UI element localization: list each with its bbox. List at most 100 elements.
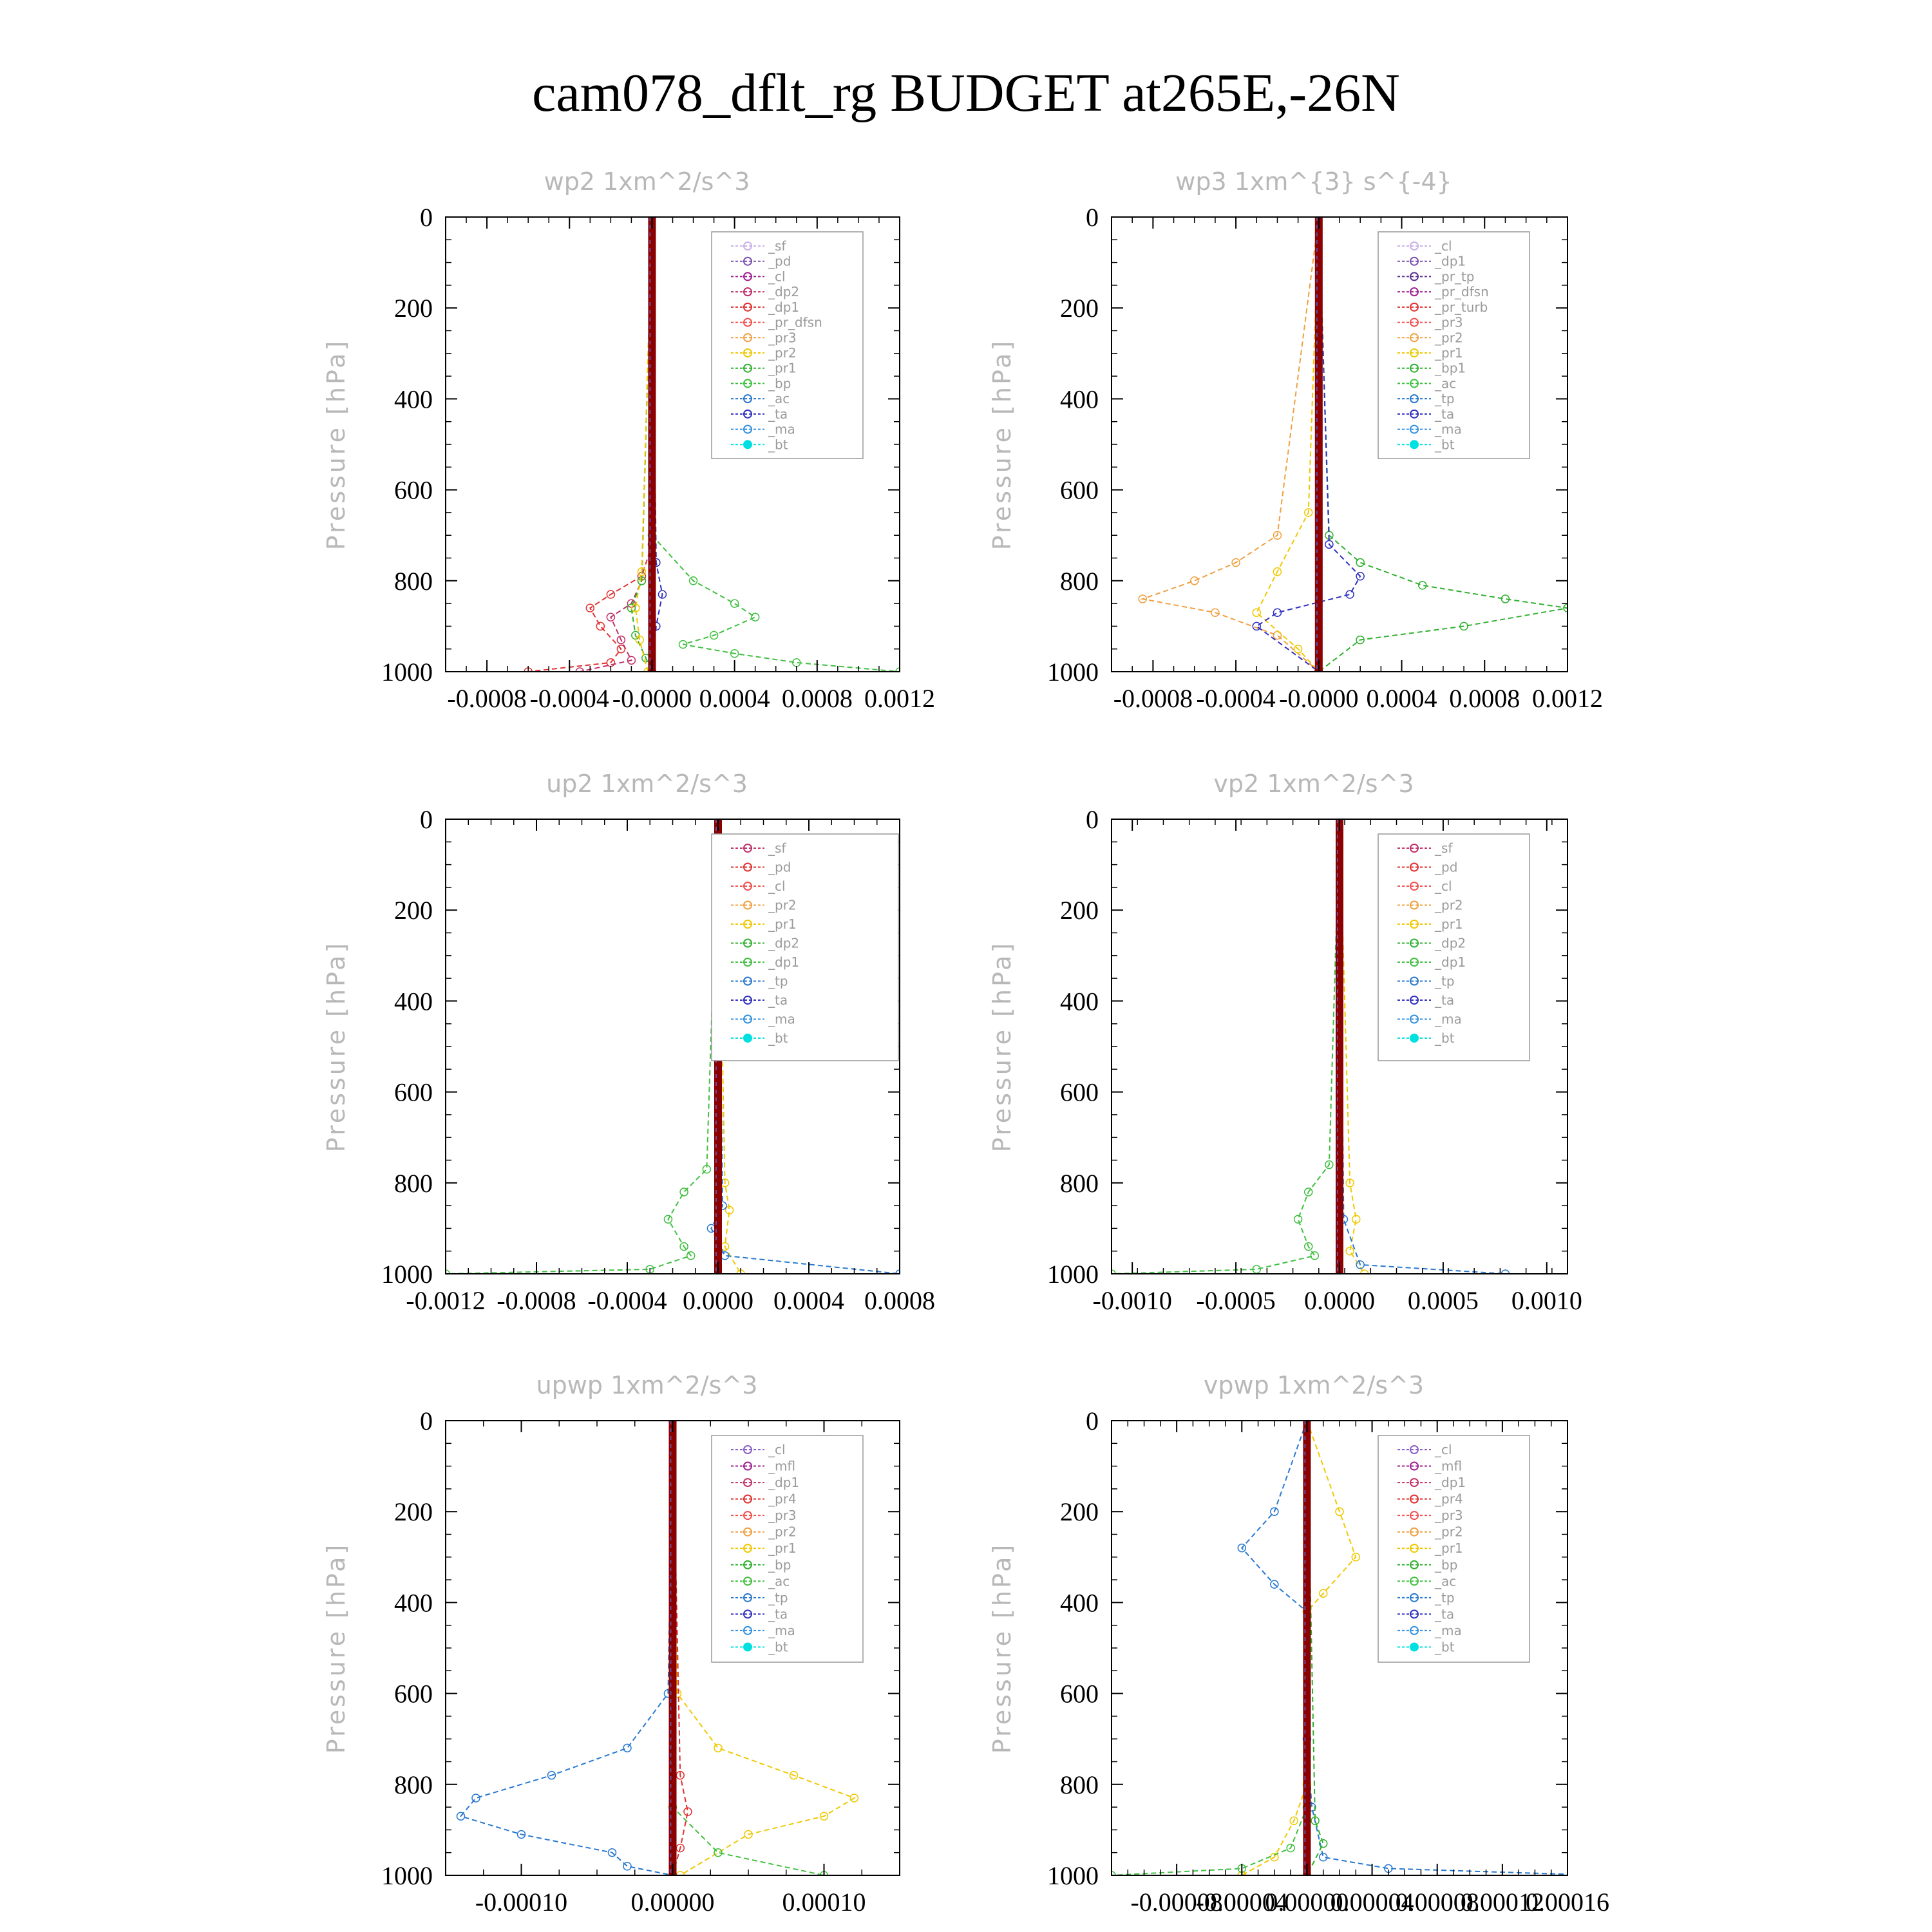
legend-marker bbox=[1410, 1494, 1419, 1504]
series-marker_ta bbox=[658, 590, 667, 599]
legend-marker bbox=[1410, 287, 1419, 297]
legend-label: _sf bbox=[1434, 840, 1453, 856]
series-marker_pr4 bbox=[683, 1807, 692, 1816]
series-marker_tp bbox=[1237, 1543, 1247, 1553]
series-marker_ac bbox=[1286, 1843, 1295, 1853]
legend-label: _bp bbox=[768, 1557, 791, 1573]
x-tick-label: 0.00004 bbox=[1331, 1888, 1414, 1917]
legend-label: _ac bbox=[768, 1573, 790, 1589]
series-marker_pr1 bbox=[1252, 608, 1262, 617]
legend-label: _dp1 bbox=[1434, 254, 1466, 269]
legend-label: _pr1 bbox=[768, 1540, 797, 1556]
series-marker_ac bbox=[709, 630, 719, 640]
series-line_bp bbox=[1306, 1421, 1324, 1875]
legend-marker bbox=[1410, 996, 1419, 1005]
series-marker_pr2 bbox=[635, 635, 644, 645]
y-tick-label: 400 bbox=[1060, 384, 1099, 413]
x-tick-label: 0.00010 bbox=[782, 1888, 866, 1917]
legend-marker bbox=[743, 1494, 752, 1504]
legend-label: _bt bbox=[768, 1639, 788, 1654]
y-axis-label: Pressure [hPa] bbox=[322, 339, 350, 551]
x-tick-label: -0.00010 bbox=[475, 1888, 567, 1917]
series-marker_pr1 bbox=[1303, 508, 1313, 517]
legend-marker bbox=[1410, 1478, 1419, 1488]
y-tick-label: 0 bbox=[1086, 805, 1099, 834]
legend-label: _pr1 bbox=[768, 916, 797, 932]
y-tick-label: 1000 bbox=[381, 1861, 433, 1890]
y-tick-label: 800 bbox=[394, 567, 433, 596]
legend-label: _pd bbox=[1434, 860, 1457, 875]
y-tick-label: 800 bbox=[1060, 567, 1099, 596]
x-tick-label: 0.00012 bbox=[1461, 1888, 1544, 1917]
legend-marker bbox=[1410, 882, 1419, 891]
legend-label: _pr2 bbox=[768, 1524, 797, 1540]
legend-marker bbox=[743, 333, 752, 343]
legend-marker bbox=[1410, 363, 1419, 373]
y-tick-label: 600 bbox=[1060, 476, 1099, 505]
legend-marker bbox=[743, 1642, 752, 1652]
y-tick-label: 1000 bbox=[1047, 1861, 1099, 1890]
legend-marker bbox=[1410, 900, 1419, 910]
panel-2: wp3 1xm^{3} s^{-4} Pressure [hPa] 0 200 400 6… bbox=[988, 167, 1603, 713]
series-marker_pr2 bbox=[1231, 558, 1240, 567]
series-marker_dp1 bbox=[1252, 1265, 1262, 1274]
y-axis-label: Pressure [hPa] bbox=[988, 1542, 1016, 1754]
y-tick-label: 400 bbox=[394, 384, 433, 413]
x-tick-label: -0.0008 bbox=[1113, 684, 1193, 713]
legend-label: _sf bbox=[768, 840, 786, 856]
series-marker_ac bbox=[730, 649, 739, 658]
legend-label: _ta bbox=[1434, 406, 1454, 422]
x-tick-label: 0.0008 bbox=[1449, 684, 1520, 713]
y-axis-label: Pressure [hPa] bbox=[988, 339, 1016, 551]
series-marker_dp2 bbox=[616, 635, 626, 645]
y-tick-label: 200 bbox=[1060, 896, 1099, 925]
legend-marker bbox=[743, 844, 752, 853]
legend-label: _cl bbox=[1434, 878, 1452, 894]
legend-label: _pr2 bbox=[768, 345, 797, 361]
legend-marker bbox=[1410, 317, 1419, 327]
legend-label: _pr2 bbox=[1434, 330, 1463, 345]
legend-label: _pr_dfsn bbox=[768, 315, 822, 330]
y-tick-label: 0 bbox=[420, 203, 433, 232]
series-marker_pr1 bbox=[1351, 1553, 1361, 1562]
series-marker_pr1 bbox=[744, 1830, 753, 1839]
series-marker_tp bbox=[547, 1770, 556, 1780]
legend-label: _cl bbox=[768, 1442, 786, 1457]
panel-4: vp2 1xm^2/s^3 Pressure [hPa] 0 200 400 600 800… bbox=[988, 770, 1582, 1315]
y-tick-label: 0 bbox=[1086, 203, 1099, 232]
x-tick-label: 0.00008 bbox=[1396, 1888, 1479, 1917]
panel-title: wp2 1xm^2/s^3 bbox=[544, 167, 750, 196]
legend-marker bbox=[1410, 1560, 1419, 1569]
legend-marker bbox=[743, 938, 752, 948]
legend-label: _pd bbox=[768, 254, 791, 269]
legend-label: _ma bbox=[1434, 422, 1462, 437]
legend-label: _cl bbox=[768, 269, 786, 284]
series-line_tp bbox=[1240, 1421, 1567, 1875]
legend-label: _pr2 bbox=[768, 898, 797, 913]
legend-marker bbox=[1410, 1034, 1419, 1043]
series-marker_dp1 bbox=[663, 1215, 673, 1224]
legend-label: _bp1 bbox=[1434, 361, 1466, 376]
legend-label: _ta bbox=[1434, 992, 1454, 1008]
x-tick-label: 0.0008 bbox=[864, 1286, 935, 1315]
y-tick-label: 0 bbox=[420, 805, 433, 834]
series-marker_ac bbox=[730, 599, 739, 608]
legend-marker bbox=[1410, 348, 1419, 357]
legend-label: _ta bbox=[768, 1606, 788, 1622]
series-marker_bp1 bbox=[1501, 594, 1510, 603]
panel-5: upwp 1xm^2/s^3 Pressure [hPa] 0 200 400 600 80… bbox=[322, 1371, 900, 1917]
legend-marker bbox=[1410, 976, 1419, 986]
legend-marker bbox=[743, 409, 752, 419]
legend-marker bbox=[1410, 379, 1419, 388]
series-marker_ta bbox=[1252, 621, 1262, 631]
legend-marker bbox=[743, 900, 752, 910]
series-marker_pr2 bbox=[1138, 594, 1148, 603]
series-marker_bp1 bbox=[1459, 621, 1468, 631]
legend-marker bbox=[1410, 1511, 1419, 1520]
y-tick-label: 400 bbox=[1060, 1588, 1099, 1617]
series-marker_pr2 bbox=[637, 567, 647, 576]
legend-marker bbox=[1410, 1544, 1419, 1553]
panels: wp2 1xm^2/s^3 Pressure [hPa] 0 200 400 600 800… bbox=[322, 167, 1609, 1917]
legend-label: _tp bbox=[1434, 974, 1455, 989]
legend-marker bbox=[1410, 242, 1419, 251]
